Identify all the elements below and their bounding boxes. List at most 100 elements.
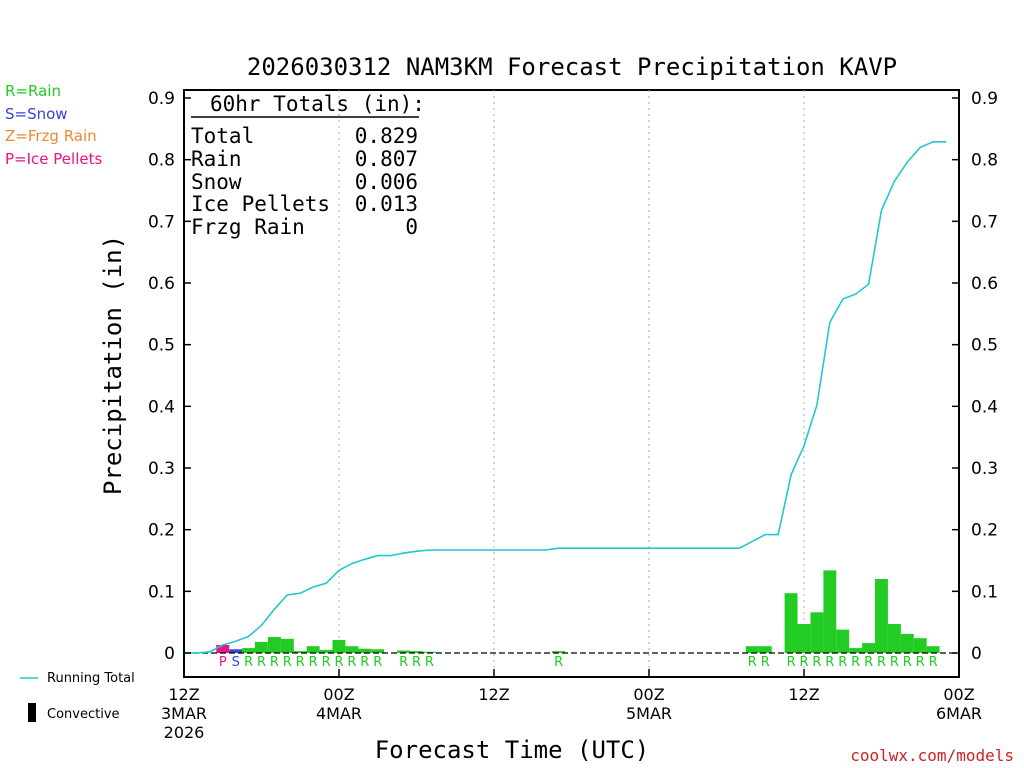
ptype-marker-2: R [244,655,253,670]
precip-bar-10 [345,646,359,653]
y-tick-label-left-1: 0.1 [148,582,175,602]
y-tick-label-right-6: 0.6 [971,274,998,294]
y-tick-label-left-7: 0.7 [148,212,175,232]
precip-bar-12 [371,649,385,653]
x-tick-label-1-1: 4MAR [316,704,362,723]
ptype-legend: R=Rain S=Snow Z=Frzg Rain P=Ice Pellets [5,82,102,168]
precip-bar-19 [784,593,798,653]
precip-bar-4 [268,637,281,653]
ptype-marker-23: R [838,655,847,670]
ptype-marker-16: R [554,655,563,670]
precip-bar-26 [875,579,888,653]
totals-header: 60hr Totals (in): [210,92,425,116]
x-tick-label-0-0: 12Z [168,685,199,704]
legend-rain: R=Rain [5,82,61,100]
ptype-marker-13: R [399,655,408,670]
precip-bar-29 [913,638,927,653]
convective-legend-label: Convective [47,707,120,722]
ptype-marker-30: R [929,655,938,670]
ptype-marker-24: R [851,655,860,670]
y-tick-label-left-2: 0.2 [148,521,175,541]
ptype-marker-3: R [257,655,266,670]
gridlines [338,90,805,677]
totals-label-frzg-rain: Frzg Rain [191,215,305,239]
ptype-marker-14: R [412,655,421,670]
ptype-marker-4: R [270,655,279,670]
precip-bar-17 [745,646,759,653]
running-total-layer [184,141,947,654]
precip-bar-18 [758,646,772,653]
legend-ice-pellets: P=Ice Pellets [5,150,102,168]
precip-bar-24 [849,648,863,653]
precip-bar-27 [888,624,901,653]
y-tick-label-left-5: 0.5 [148,336,175,356]
precip-bar-9 [332,640,346,653]
precip-bar-25 [862,643,875,653]
precip-bar-0 [216,645,230,653]
ptype-marker-11: R [360,655,369,670]
y-tick-label-right-5: 0.5 [971,336,998,356]
precip-bar-3 [255,641,268,653]
precip-bar-6 [293,651,307,653]
totals-box: 60hr Totals (in): Total 0.829 Rain 0.807… [191,92,425,239]
x-tick-label-4-0: 12Z [788,685,819,704]
plot-frame [183,89,960,678]
precip-bars [184,570,959,654]
legend-snow: S=Snow [5,105,68,123]
y-tick-label-left-9: 0.9 [148,89,175,109]
ptype-marker-7: R [309,655,318,670]
x-tick-label-5-0: 00Z [943,685,974,704]
precip-bar-1 [229,649,243,653]
ptype-marker-18: R [761,655,770,670]
precip-bar-30 [926,646,940,653]
y-tick-label-right-3: 0.3 [971,459,998,479]
ptype-marker-5: R [283,655,292,670]
precip-bar-28 [900,633,914,653]
ptype-marker-29: R [916,655,925,670]
ptype-marker-10: R [347,655,356,670]
precip-bar-23 [836,629,850,653]
ptype-marker-1: S [232,655,240,670]
y-tick-label-right-8: 0.8 [971,151,998,171]
x-tick-label-1-0: 00Z [323,685,354,704]
y-tick-label-right-0: 0 [971,644,982,664]
totals-label-rain: Rain [191,147,242,171]
ptype-marker-6: R [296,655,305,670]
ptype-marker-21: R [812,655,821,670]
y-tick-label-right-9: 0.9 [971,89,998,109]
ptype-marker-0: P [219,655,227,670]
y-tick-label-left-0: 0 [164,644,175,664]
ptype-marker-8: R [322,655,331,670]
x-tick-label-3-0: 00Z [633,685,664,704]
ptype-marker-9: R [334,655,343,670]
totals-value-frzg-rain: 0 [405,215,418,239]
x-axis-title: Forecast Time (UTC) [375,736,650,764]
x-tick-label-0-2: 2026 [164,723,205,742]
x-tick-label-3-1: 5MAR [626,704,672,723]
totals-label-snow: Snow [191,170,242,194]
precip-bar-11 [358,648,372,653]
ptype-marker-27: R [890,655,899,670]
x-tick-label-0-1: 3MAR [161,704,207,723]
ptype-marker-15: R [425,655,434,670]
ptype-marker-20: R [799,655,808,670]
y-tick-label-right-2: 0.2 [971,521,998,541]
ptype-marker-28: R [903,655,912,670]
running-total-line [184,141,947,654]
y-tick-label-right-7: 0.7 [971,212,998,232]
convective-legend-swatch [28,703,36,722]
precip-bar-14 [410,651,423,653]
totals-label-total: Total [191,124,254,148]
y-axis-title: Precipitation (in) [99,235,127,495]
ptype-marker-22: R [825,655,834,670]
totals-value-total: 0.829 [355,124,418,148]
ptype-marker-25: R [864,655,873,670]
ptype-marker-17: R [748,655,757,670]
totals-value-rain: 0.807 [355,147,418,171]
totals-value-ice-pellets: 0.013 [355,192,418,216]
precip-bar-20 [797,624,811,653]
y-tick-label-left-6: 0.6 [148,274,175,294]
